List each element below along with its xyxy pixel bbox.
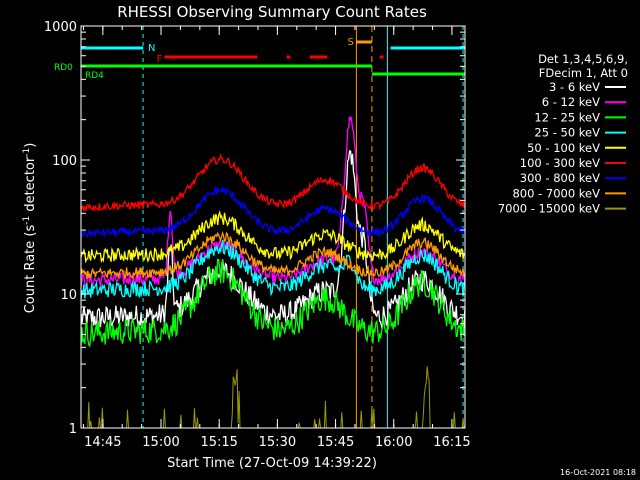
legend-entry-label: 25 - 50 keV (534, 126, 600, 140)
y-tick-label: 1000 (44, 20, 77, 35)
legend-entry-label: 6 - 12 keV (542, 95, 600, 109)
series-100-300-kev (80, 152, 466, 213)
axis-layer: 1 10 100 1000 14:45 15:00 15:15 15:30 15:45 16:00… (44, 20, 471, 450)
y-axis-label-sup2: -1 (22, 148, 32, 157)
series-300-800-kev (80, 185, 466, 239)
series-7000-15000-kev (81, 366, 465, 429)
x-tick-label: 15:00 (142, 435, 179, 450)
y-tick-label: 100 (52, 154, 77, 169)
flag-rd4-label: RD4 (85, 71, 104, 81)
y-tick-label: 10 (60, 288, 77, 303)
series-layer (80, 115, 466, 429)
series-50-100-kev (80, 209, 465, 264)
background-layer (80, 26, 464, 428)
legend-entry-label: 3 - 6 keV (549, 80, 600, 94)
series-25-50-kev (80, 240, 466, 299)
series-3-6-kev (80, 150, 466, 330)
legend-entry-label: 12 - 25 keV (534, 110, 600, 124)
legend-entry-label: 300 - 800 keV (520, 171, 600, 185)
series-12-25-kev (80, 258, 466, 348)
x-axis-label: Start Time (27-Oct-09 14:39:22) (167, 456, 377, 471)
flag-f-label: F (157, 54, 163, 65)
series-800-7000-kev (80, 230, 466, 280)
legend-entry-label: 800 - 7000 keV (512, 186, 600, 200)
y-tick-label: 1 (69, 422, 77, 437)
x-tick-label: 15:15 (200, 435, 237, 450)
x-tick-label: 15:45 (317, 435, 354, 450)
x-tick-label: 16:00 (375, 435, 412, 450)
legend-entry-label: 7000 - 15000 keV (498, 202, 600, 216)
x-tick-label: 15:30 (259, 435, 296, 450)
y-axis-label-mid: detector (23, 156, 38, 216)
y-axis-label-end: ) (23, 143, 38, 148)
y-axis-label-main: Count Rate (s (23, 225, 38, 314)
flag-layer: NF S RD0 RD4 (54, 37, 465, 81)
footer-timestamp: 16-Oct-2021 08:18 (560, 468, 636, 477)
legend-header-line: FDecim 1, Att 0 (539, 66, 628, 80)
plot-frame (80, 25, 466, 429)
legend-layer: Det 1,3,4,5,6,9,FDecim 1, Att 03 - 6 keV… (498, 52, 628, 216)
flag-rd0-label: RD0 (54, 63, 73, 73)
x-tick-label: 14:45 (84, 435, 121, 450)
x-tick-label: 16:15 (433, 435, 470, 450)
legend-entry-label: 50 - 100 keV (527, 141, 600, 155)
y-axis-label-sup1: -1 (22, 216, 32, 225)
flag-s-label: S (347, 37, 353, 48)
y-axis-label: Count Rate (s-1 detector-1) (22, 143, 38, 314)
legend-entry-label: 100 - 300 keV (520, 156, 600, 170)
chart-title: RHESSI Observing Summary Count Rates (117, 3, 427, 21)
legend-header-line: Det 1,3,4,5,6,9, (538, 52, 628, 66)
flag-n-label: N (148, 43, 155, 54)
